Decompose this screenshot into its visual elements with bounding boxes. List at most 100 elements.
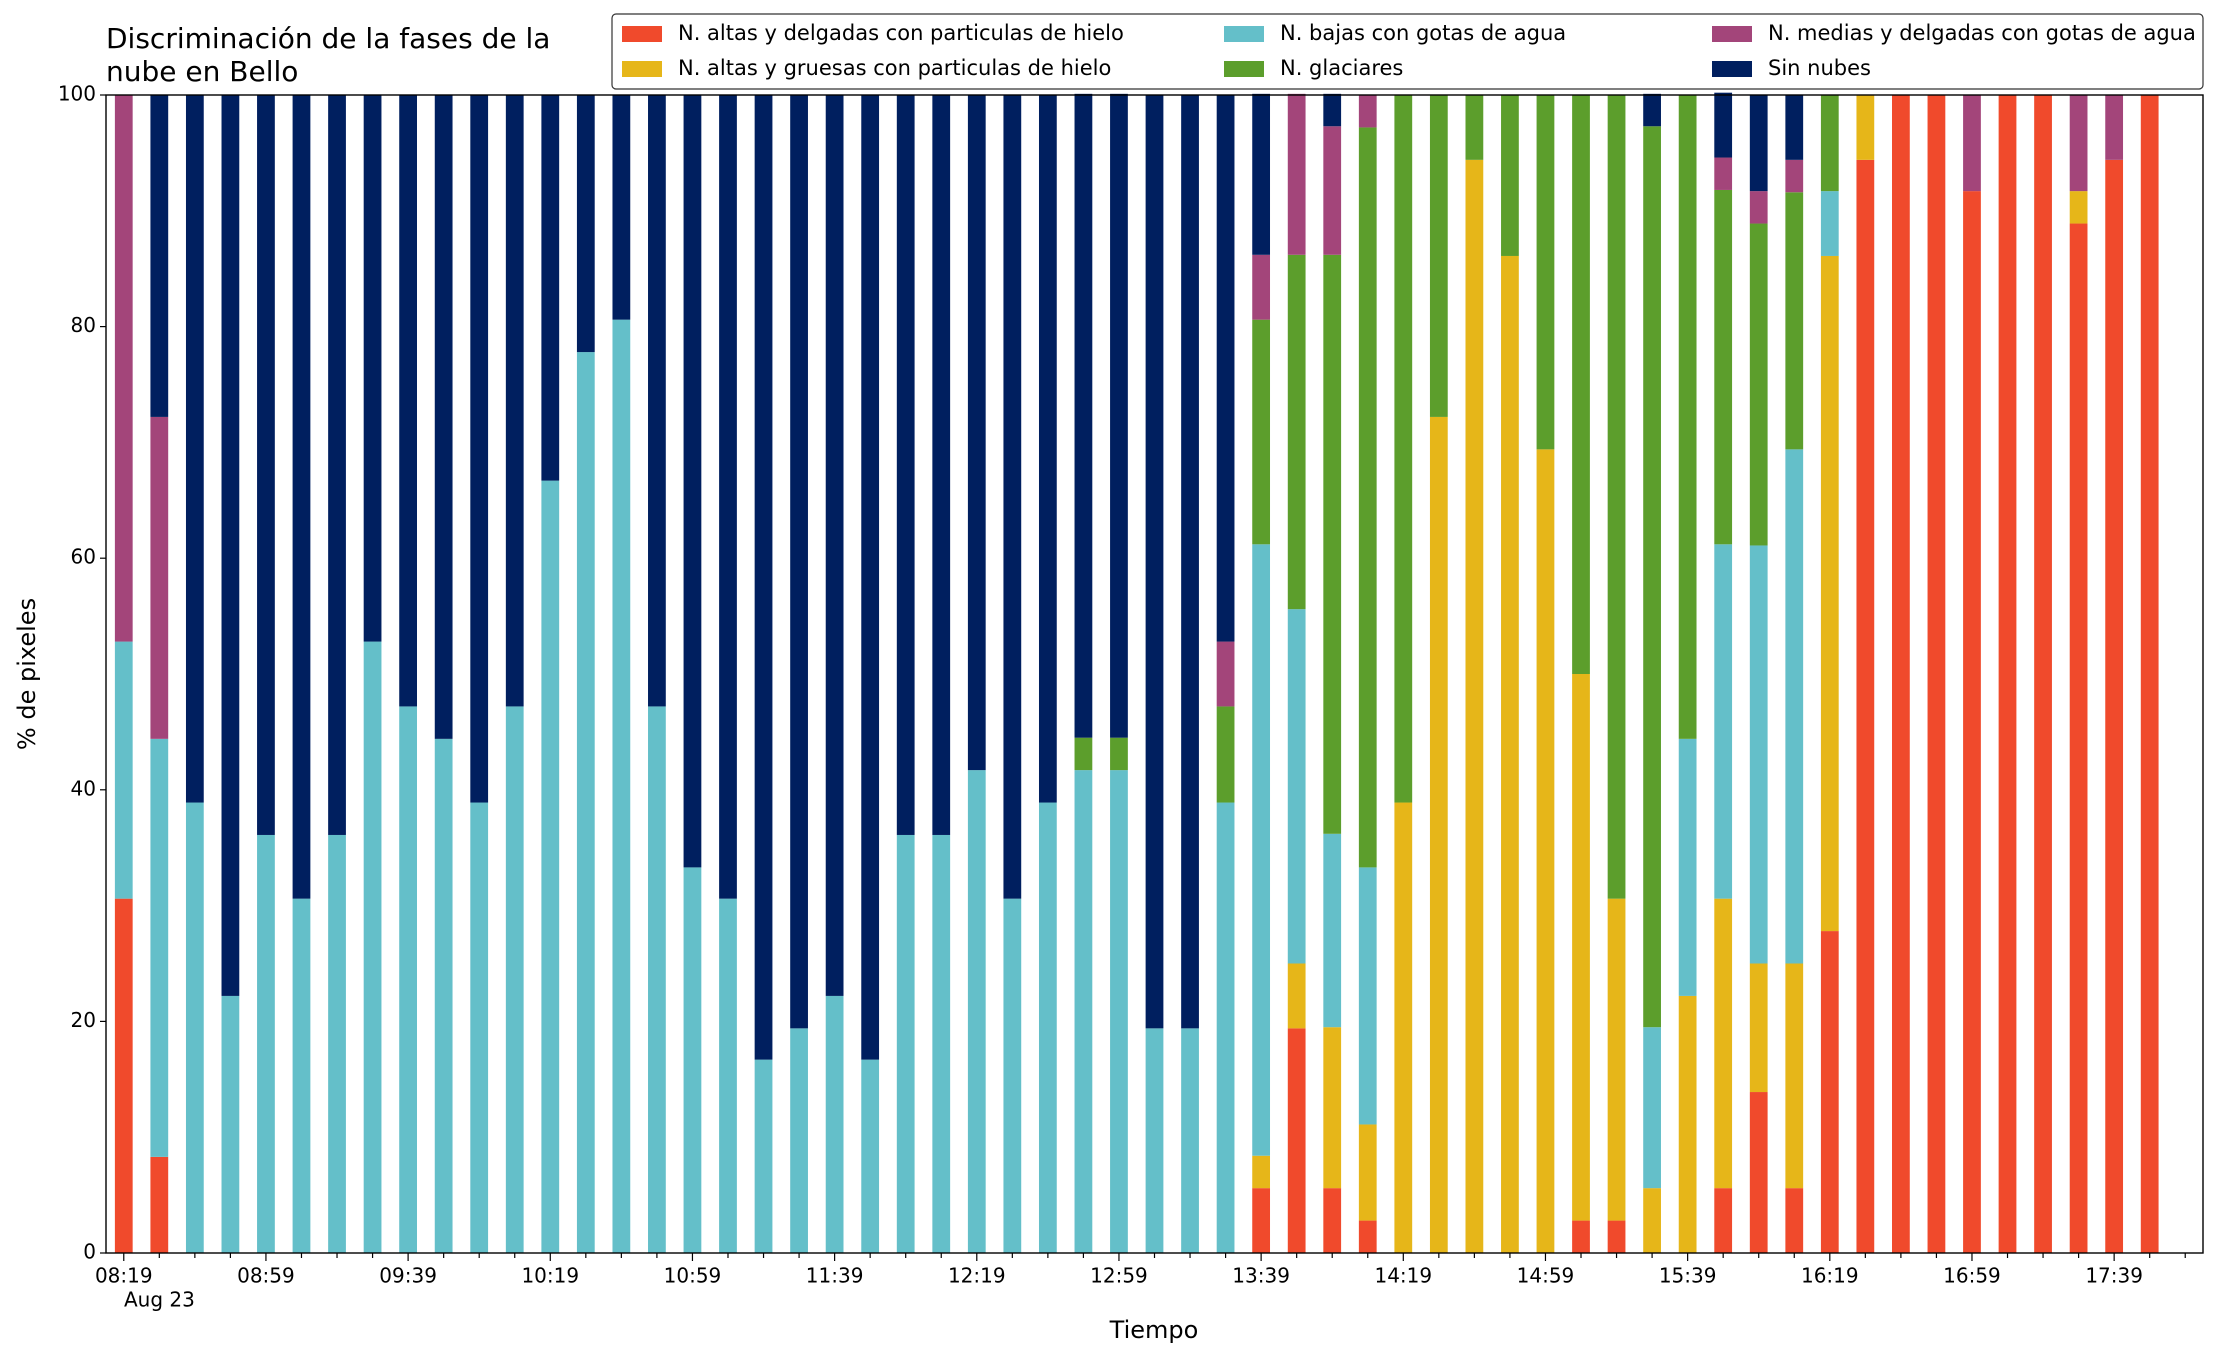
bar-segment — [1394, 802, 1413, 1253]
bar-segment — [1714, 92, 1733, 158]
bar-segment — [2069, 223, 2088, 1254]
bar-segment — [1145, 1028, 1164, 1253]
bar-segment — [932, 95, 951, 835]
bar-segment — [1678, 995, 1697, 1253]
x-tick-label: 12:59 — [1090, 1264, 1148, 1288]
bar-segment — [150, 738, 169, 1157]
bar-segment — [505, 95, 524, 707]
bar-segment — [1643, 93, 1661, 127]
bar-segment — [434, 738, 453, 1253]
bar-segment — [1607, 95, 1626, 899]
bar-segment — [1287, 609, 1306, 964]
bar-segment — [1501, 255, 1519, 1253]
bar-segment — [1714, 157, 1733, 190]
x-axis-label: Tiempo — [1109, 1316, 1199, 1344]
bar-segment — [1429, 95, 1448, 417]
bar-segment — [1003, 898, 1022, 1253]
bar-segment — [1536, 95, 1555, 450]
bar-segment — [719, 95, 737, 899]
bar-segment — [1252, 93, 1271, 255]
bar-segment — [790, 95, 808, 1029]
bar-segment — [1216, 706, 1235, 803]
bar-segment — [1216, 641, 1235, 707]
bar-segment — [150, 416, 169, 739]
x-tick-label: 14:19 — [1374, 1264, 1432, 1288]
bar-segment — [1714, 1188, 1733, 1253]
bar-segment — [221, 995, 240, 1253]
x-tick-label: 10:19 — [521, 1264, 579, 1288]
bar-segment — [541, 95, 560, 481]
bar-segment — [185, 95, 204, 803]
bar-segment — [2034, 95, 2052, 1253]
legend-frame — [611, 13, 2204, 90]
legend-swatch — [1224, 26, 1264, 42]
x-tick-label: 13:39 — [1232, 1264, 1290, 1288]
bar-segment — [754, 95, 773, 1060]
bar-segment — [1892, 95, 1910, 1253]
y-tick-label: 40 — [71, 776, 96, 800]
bar-segment — [1749, 1092, 1768, 1253]
bar-segment — [470, 95, 489, 803]
bar-segment — [1749, 191, 1768, 224]
bar-segment — [1714, 898, 1733, 1189]
bar-segment — [1074, 737, 1093, 771]
bar-segment — [114, 898, 133, 1253]
bar-segment — [434, 95, 453, 739]
bar-segment — [1820, 931, 1839, 1253]
chart-title: Discriminación de la fases de la — [106, 22, 550, 55]
bar-segment — [1394, 95, 1413, 803]
bar-segment — [1643, 126, 1661, 1028]
bar-segment — [1287, 254, 1306, 610]
legend-swatch — [1712, 61, 1752, 77]
bar-segment — [1714, 189, 1733, 545]
bar-segment — [1643, 1188, 1661, 1253]
bar-segment — [1252, 319, 1271, 545]
bar-segment — [1749, 545, 1768, 964]
bar-segment — [328, 834, 346, 1253]
bar-segment — [1856, 95, 1875, 160]
bar-segment — [932, 834, 951, 1253]
bar-segment — [1572, 674, 1590, 1221]
bar-segment — [1785, 95, 1804, 160]
bar-segment — [683, 867, 702, 1253]
bar-segment — [1252, 254, 1271, 320]
bar-segment — [2069, 95, 2088, 192]
x-tick-label: 14:59 — [1517, 1264, 1575, 1288]
bar-segment — [1749, 95, 1768, 192]
bar-segment — [1038, 802, 1057, 1253]
bar-segment — [1678, 738, 1697, 996]
legend-swatch — [622, 26, 662, 42]
bar-segment — [1998, 95, 2017, 1253]
legend-label: N. medias y delgadas con gotas de agua — [1768, 21, 2196, 45]
bar-segment — [861, 95, 880, 1060]
bar-segment — [1181, 1028, 1199, 1253]
bar-segment — [1358, 867, 1377, 1125]
bar-segment — [1358, 127, 1377, 868]
bar-segment — [1358, 1220, 1377, 1253]
bar-segment — [1607, 898, 1626, 1221]
bar-segment — [470, 802, 489, 1253]
bar-segment — [1820, 95, 1839, 192]
bar-segment — [1785, 1188, 1804, 1253]
legend: N. altas y delgadas con particulas de hi… — [611, 13, 2204, 90]
bar-segment — [1181, 95, 1199, 1029]
bar-segment — [648, 95, 666, 707]
bar-segment — [399, 706, 417, 1253]
bar-segment — [1252, 1155, 1271, 1189]
bar-segment — [1110, 737, 1128, 771]
bar-segment — [825, 995, 844, 1253]
bar-segment — [257, 834, 275, 1253]
bar-segment — [2105, 95, 2124, 160]
x-tick-label: 15:39 — [1659, 1264, 1717, 1288]
bar-segment — [825, 95, 844, 996]
bar-segment — [1465, 159, 1484, 1253]
bar-segment — [1714, 544, 1733, 899]
bar-segment — [1323, 93, 1342, 127]
bar-segment — [292, 898, 311, 1253]
bar-segment — [114, 95, 133, 642]
bar-segment — [790, 1028, 808, 1253]
bar-segment — [967, 770, 986, 1253]
chart-title: nube en Bello — [106, 55, 298, 88]
